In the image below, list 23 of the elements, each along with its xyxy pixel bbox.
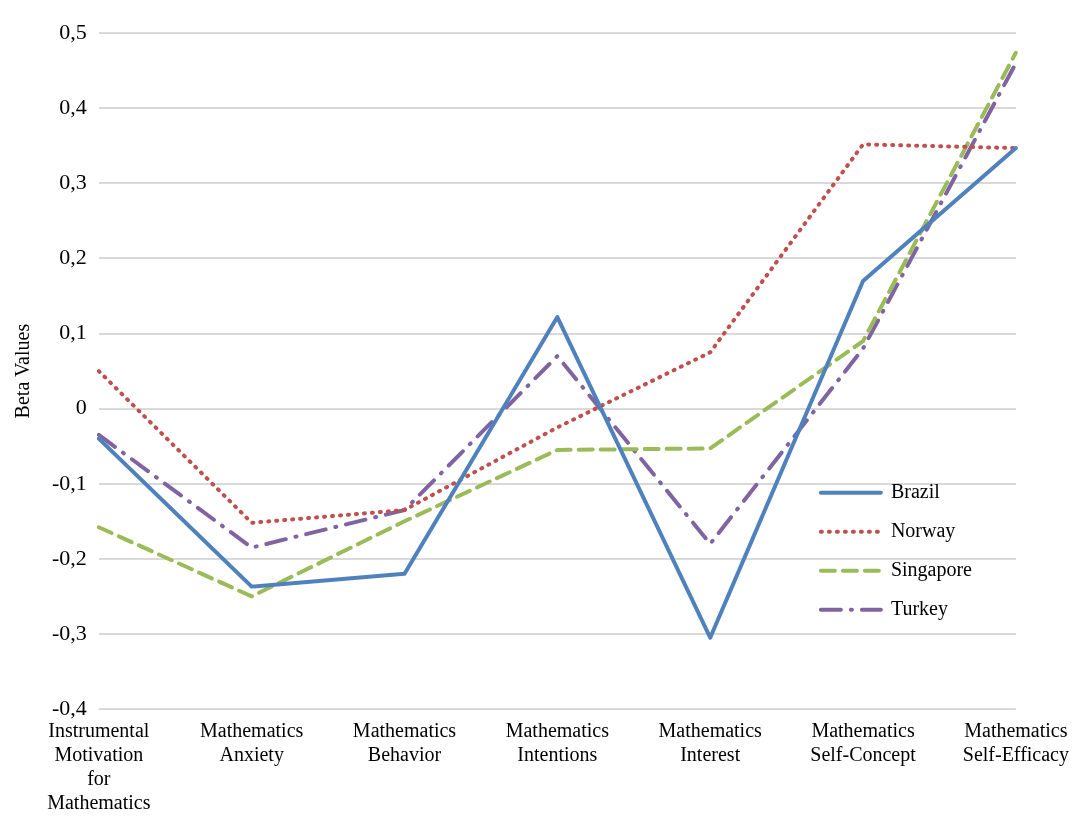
x-tick-label: Mathematics Behavior — [352, 719, 457, 766]
y-tick-label: -0,4 — [52, 694, 87, 720]
y-tick-label: 0,4 — [59, 94, 87, 120]
x-tick-label: Mathematics Anxiety — [200, 719, 304, 767]
y-tick-label: -0,1 — [52, 469, 87, 495]
x-tick-label: Mathematics Intentions — [505, 719, 610, 766]
legend-label: Singapore — [890, 557, 973, 581]
y-tick-label: 0 — [75, 394, 87, 420]
x-tick-label: Instrumental Motivation for Mathematics — [47, 719, 151, 814]
x-tick-label: Mathematics Self-Concept — [810, 719, 917, 767]
y-tick-label: 0,1 — [59, 319, 87, 345]
y-tick-label: -0,3 — [52, 619, 87, 645]
legend-label: Turkey — [890, 596, 948, 620]
y-tick-label: 0,5 — [59, 18, 87, 44]
y-tick-label: -0,2 — [52, 544, 87, 570]
legend-label: Brazil — [890, 479, 941, 502]
y-tick-label: 0,3 — [59, 169, 87, 195]
x-tick-label: Mathematics Self-Efficacy — [962, 719, 1069, 767]
legend-label: Norway — [890, 518, 956, 542]
y-axis-title: Beta Values — [11, 323, 34, 419]
y-tick-label: 0,2 — [59, 244, 87, 270]
x-tick-label: Mathematics Interest — [658, 719, 763, 766]
line-series — [96, 142, 1018, 525]
